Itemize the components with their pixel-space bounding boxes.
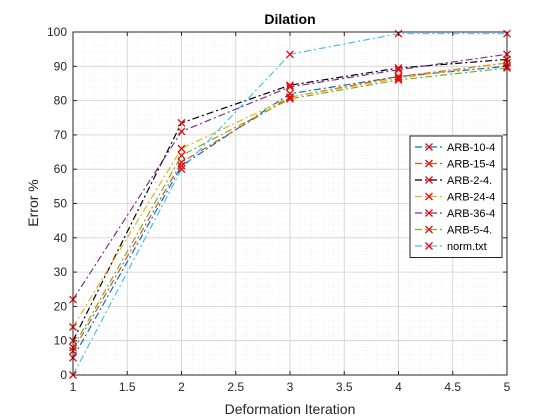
- chart-title: Dilation: [264, 11, 315, 27]
- x-tick-label: 1: [70, 380, 77, 394]
- legend-marker-icon: [425, 143, 433, 151]
- data-point-marker: [394, 72, 403, 81]
- data-point-marker: [286, 81, 294, 90]
- x-tick-label: 4.5: [444, 380, 461, 394]
- data-point-marker: [177, 161, 186, 170]
- legend-item: norm.txt: [415, 241, 487, 253]
- legend-marker-icon: [425, 159, 433, 168]
- x-tick-label: 3.5: [336, 380, 353, 394]
- y-tick-label: 70: [54, 128, 68, 142]
- data-point-marker: [177, 118, 186, 127]
- x-tick-label: 3: [287, 380, 294, 394]
- y-axis-label: Error %: [25, 179, 41, 226]
- legend-item: ARB-10-4: [415, 142, 495, 154]
- data-point-marker: [394, 65, 403, 74]
- y-tick-label: 50: [54, 197, 68, 211]
- y-tick-label: 90: [54, 59, 68, 73]
- series-line-4: [72, 62, 508, 328]
- legend-label: ARB-2-4.: [447, 175, 492, 187]
- x-tick-label: 4: [395, 380, 402, 394]
- legend-item: ARB-15-4: [415, 159, 495, 171]
- data-point-marker: [177, 151, 186, 160]
- data-point-marker: [177, 165, 186, 174]
- data-point-marker: [177, 127, 186, 136]
- legend-marker-icon: [425, 225, 433, 234]
- legend-label: ARB-5-4.: [447, 225, 492, 237]
- legend-box: [409, 135, 503, 258]
- data-point-marker: [177, 158, 186, 167]
- legend-item: ARB-24-4: [415, 192, 495, 204]
- data-point-marker: [394, 76, 403, 84]
- y-tick-label: 80: [54, 94, 68, 108]
- x-tick-label: 2.5: [227, 380, 244, 394]
- data-point-marker: [286, 94, 294, 103]
- legend-label: norm.txt: [447, 241, 487, 253]
- data-point-marker: [394, 74, 403, 83]
- y-tick-label: 30: [54, 265, 68, 279]
- legend-label: ARB-24-4: [447, 192, 495, 204]
- data-point-marker: [286, 50, 294, 59]
- data-point-marker: [286, 93, 294, 102]
- legend-item: ARB-2-4.: [415, 175, 492, 187]
- legend-label: ARB-10-4: [447, 142, 495, 154]
- legend-marker-icon: [425, 242, 433, 250]
- data-point-marker: [394, 64, 403, 72]
- data-point-marker: [177, 144, 186, 153]
- x-tick-label: 2: [178, 380, 185, 394]
- axis-ticks: [72, 31, 508, 376]
- legend-marker-icon: [425, 176, 433, 184]
- data-point-marker: [286, 82, 294, 91]
- y-tick-label: 0: [60, 368, 67, 382]
- y-tick-label: 100: [47, 25, 67, 39]
- y-tick-label: 40: [54, 231, 68, 245]
- y-tick-label: 20: [54, 299, 68, 313]
- legend-label: ARB-15-4: [447, 159, 495, 171]
- legend-marker-icon: [425, 209, 433, 217]
- legend-item: ARB-36-4: [415, 208, 495, 220]
- legend-label: ARB-36-4: [447, 208, 495, 220]
- x-tick-label: 5: [504, 380, 511, 394]
- x-axis-label: Deformation Iteration: [225, 401, 356, 417]
- x-tick-label: 1.5: [119, 380, 136, 394]
- legend-marker-icon: [425, 192, 433, 201]
- legend-item: ARB-5-4.: [415, 225, 492, 237]
- y-tick-label: 60: [54, 162, 68, 176]
- series-line-2: [72, 62, 508, 352]
- y-tick-label: 10: [54, 334, 68, 348]
- legend: ARB-10-4 ARB-15-4 ARB-2-4. ARB-24-4 ARB-36-4…: [409, 135, 503, 258]
